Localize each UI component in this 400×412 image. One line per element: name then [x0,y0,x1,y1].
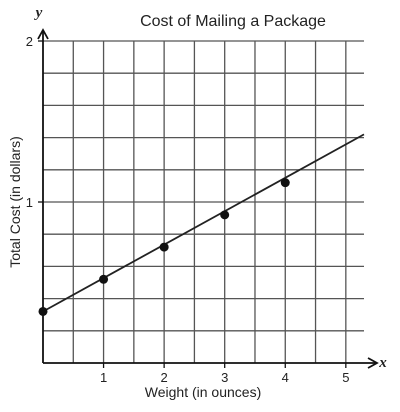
y-axis-letter: y [34,5,43,21]
y-tick-label-2: 2 [26,34,33,49]
data-point-2 [99,274,109,284]
axes [37,28,379,369]
data-point-5 [280,178,290,188]
y-axis-title: Total Cost (in dollars) [7,136,23,268]
x-tick-label-3: 3 [221,370,228,385]
x-tick-label-1: 1 [100,370,107,385]
data-point-4 [220,210,230,220]
y-axis-arrow [37,28,49,40]
series [38,133,365,316]
series-line [42,133,365,313]
x-axis-letter: x [378,355,387,371]
x-axis-title: Weight (in ounces) [145,384,261,400]
data-point-1 [38,306,48,316]
chart-title: Cost of Mailing a Package [140,13,326,30]
tick-labels: 1 2 3 4 5 1 2 [26,34,350,385]
x-axis-arrow [367,357,379,369]
x-tick-label-4: 4 [282,370,289,385]
y-tick-label-1: 1 [26,195,33,210]
grid [43,40,364,363]
data-point-3 [159,242,169,252]
x-tick-label-2: 2 [161,370,168,385]
x-tick-label-5: 5 [342,370,349,385]
